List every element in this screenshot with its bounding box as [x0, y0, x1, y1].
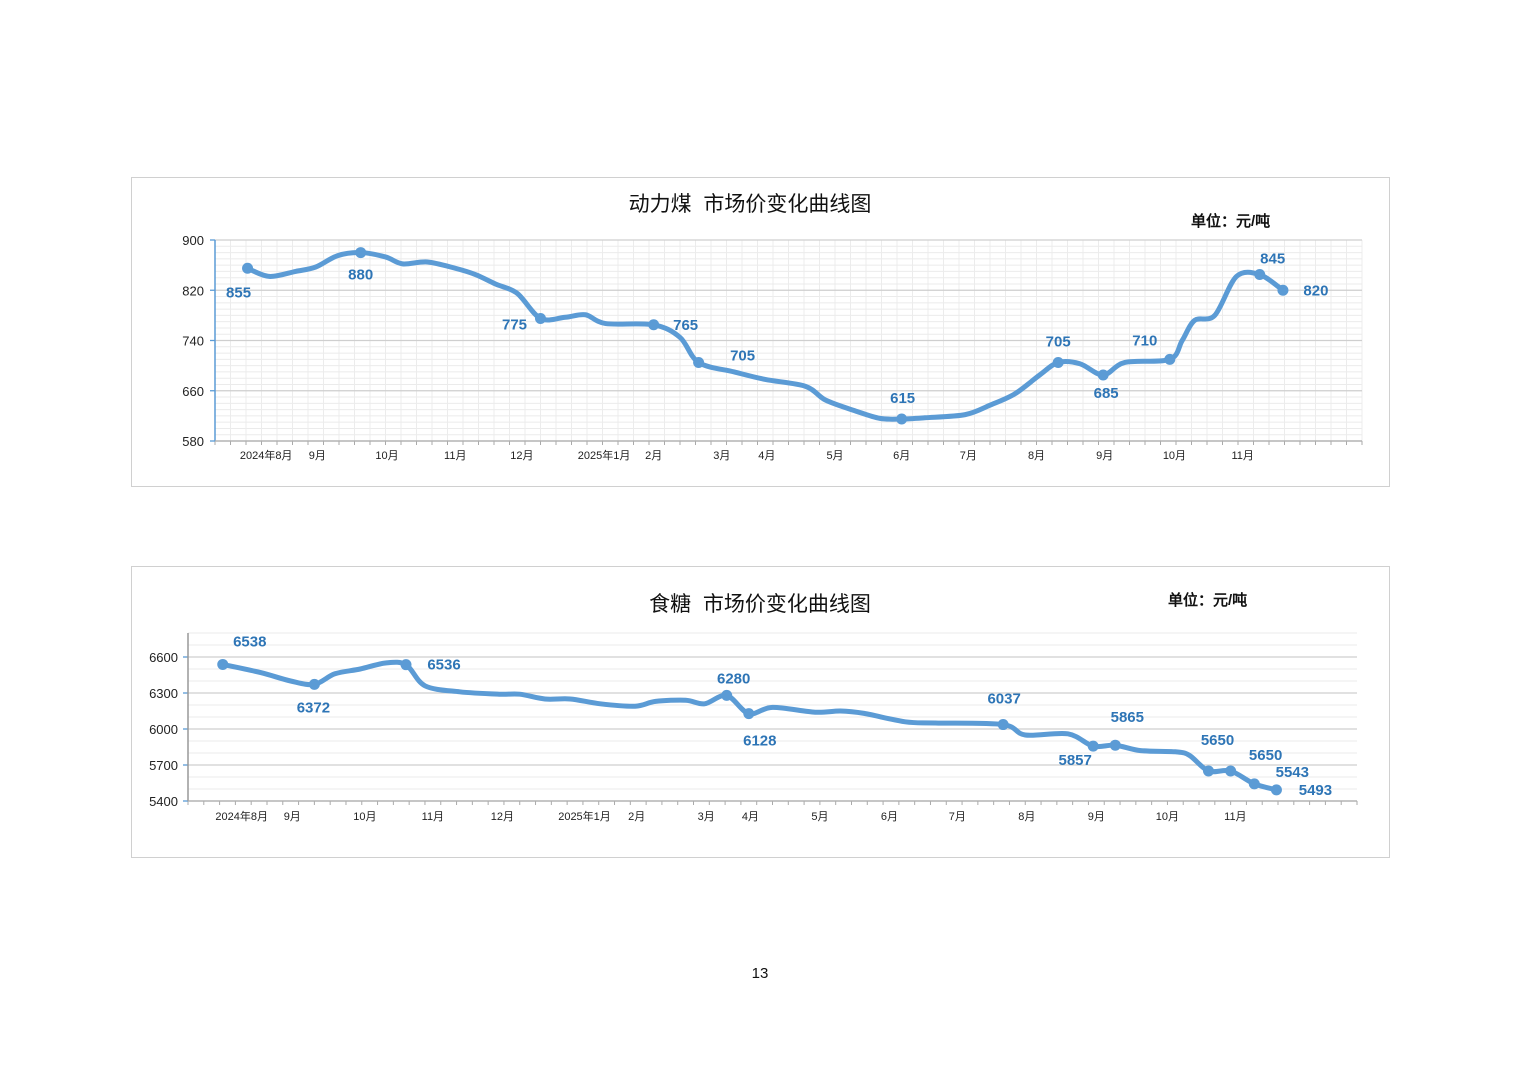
y-tick-label: 900 [182, 233, 204, 248]
data-label: 6280 [717, 670, 750, 687]
x-tick-label: 9月 [1088, 811, 1105, 823]
x-tick-label: 2月 [645, 450, 662, 462]
data-label: 5857 [1058, 752, 1091, 769]
x-tick-label: 2024年8月 [215, 809, 268, 823]
y-tick-label: 740 [182, 334, 204, 349]
data-point-marker [648, 319, 660, 331]
data-label: 880 [348, 267, 373, 284]
data-label: 845 [1260, 251, 1285, 268]
x-tick-label: 5月 [826, 450, 843, 462]
x-tick-label: 2025年1月 [558, 809, 611, 823]
x-tick-label: 7月 [960, 450, 977, 462]
y-tick-label: 6600 [149, 650, 178, 665]
data-point-marker [242, 262, 254, 274]
data-point-marker [997, 719, 1009, 731]
data-label: 5543 [1276, 764, 1309, 781]
data-point-marker [1164, 353, 1176, 365]
data-label: 5650 [1249, 747, 1282, 764]
x-tick-label: 11月 [1224, 811, 1246, 823]
x-tick-label: 6月 [881, 811, 898, 823]
x-tick-label: 2月 [628, 811, 645, 823]
data-label: 5865 [1111, 709, 1144, 726]
data-point-marker [535, 313, 546, 325]
data-point-marker [721, 689, 733, 701]
data-label: 5493 [1299, 782, 1332, 799]
data-point-marker [743, 708, 755, 720]
x-tick-label: 4月 [742, 811, 759, 823]
data-point-marker [1109, 739, 1121, 751]
series-line-动力煤 [245, 250, 1286, 422]
sugar-chart-title: 食糖 市场价变化曲线图 [649, 593, 871, 616]
x-tick-label: 11月 [444, 450, 466, 462]
data-point-marker [1052, 356, 1064, 368]
data-point-marker [896, 413, 908, 425]
data-point-marker [217, 658, 229, 670]
data-label: 6128 [743, 733, 776, 750]
data-label: 710 [1132, 332, 1157, 349]
data-point-marker [1097, 369, 1109, 381]
x-tick-label: 10月 [375, 450, 398, 462]
x-tick-label: 3月 [713, 450, 730, 462]
page-number: 13 [751, 965, 769, 982]
data-label: 705 [730, 347, 755, 364]
x-tick-label: 7月 [949, 811, 966, 823]
data-label: 820 [1303, 282, 1328, 299]
y-tick-label: 6300 [149, 686, 178, 701]
coal-chart-unit: 单位：元/吨 [1191, 213, 1271, 230]
data-point-marker [1087, 740, 1099, 752]
coal-chart-title: 动力煤 市场价变化曲线图 [628, 193, 872, 216]
data-point-marker [693, 356, 705, 368]
data-label: 5650 [1201, 732, 1234, 749]
data-point-marker [1203, 765, 1215, 777]
data-point-marker [308, 678, 320, 690]
y-tick-label: 6000 [149, 722, 178, 737]
x-tick-label: 9月 [309, 450, 326, 462]
x-tick-label: 2024年8月 [240, 448, 293, 462]
data-point-marker [1225, 765, 1237, 777]
x-tick-label: 12月 [510, 450, 533, 462]
x-tick-label: 10月 [1156, 811, 1179, 823]
x-tick-label: 6月 [893, 450, 910, 462]
y-tick-label: 820 [182, 283, 204, 298]
data-point-marker [400, 659, 412, 671]
data-label: 775 [502, 317, 527, 334]
sugar-chart-unit: 单位：元/吨 [1168, 592, 1248, 609]
x-tick-label: 8月 [1018, 811, 1035, 823]
data-label: 765 [673, 317, 698, 334]
data-point-marker [1277, 284, 1289, 296]
data-point-marker [1254, 269, 1266, 281]
x-tick-label: 11月 [1231, 450, 1253, 462]
data-label: 615 [890, 390, 915, 407]
x-tick-label: 9月 [284, 811, 301, 823]
data-label: 6372 [297, 699, 330, 716]
y-tick-label: 5700 [149, 758, 178, 773]
data-label: 6037 [987, 691, 1020, 708]
data-label: 855 [226, 284, 251, 301]
x-tick-label: 2025年1月 [578, 448, 631, 462]
x-tick-label: 4月 [758, 450, 775, 462]
x-tick-label: 10月 [353, 811, 376, 823]
data-label: 6536 [427, 657, 460, 674]
data-label: 6538 [233, 633, 266, 650]
x-tick-label: 11月 [422, 811, 444, 823]
x-tick-label: 10月 [1163, 450, 1186, 462]
x-tick-label: 5月 [811, 811, 828, 823]
data-label: 685 [1094, 385, 1119, 402]
data-point-marker [1270, 784, 1282, 796]
y-tick-label: 5400 [149, 794, 178, 809]
coal-chart-frame [131, 177, 1390, 487]
data-point-marker [355, 247, 367, 259]
x-tick-label: 9月 [1096, 450, 1113, 462]
data-label: 705 [1046, 333, 1071, 350]
y-tick-label: 580 [182, 434, 204, 449]
data-point-marker [1248, 778, 1260, 790]
x-tick-label: 12月 [491, 811, 514, 823]
x-tick-label: 3月 [698, 811, 715, 823]
y-tick-label: 660 [182, 384, 204, 399]
x-tick-label: 8月 [1028, 450, 1045, 462]
